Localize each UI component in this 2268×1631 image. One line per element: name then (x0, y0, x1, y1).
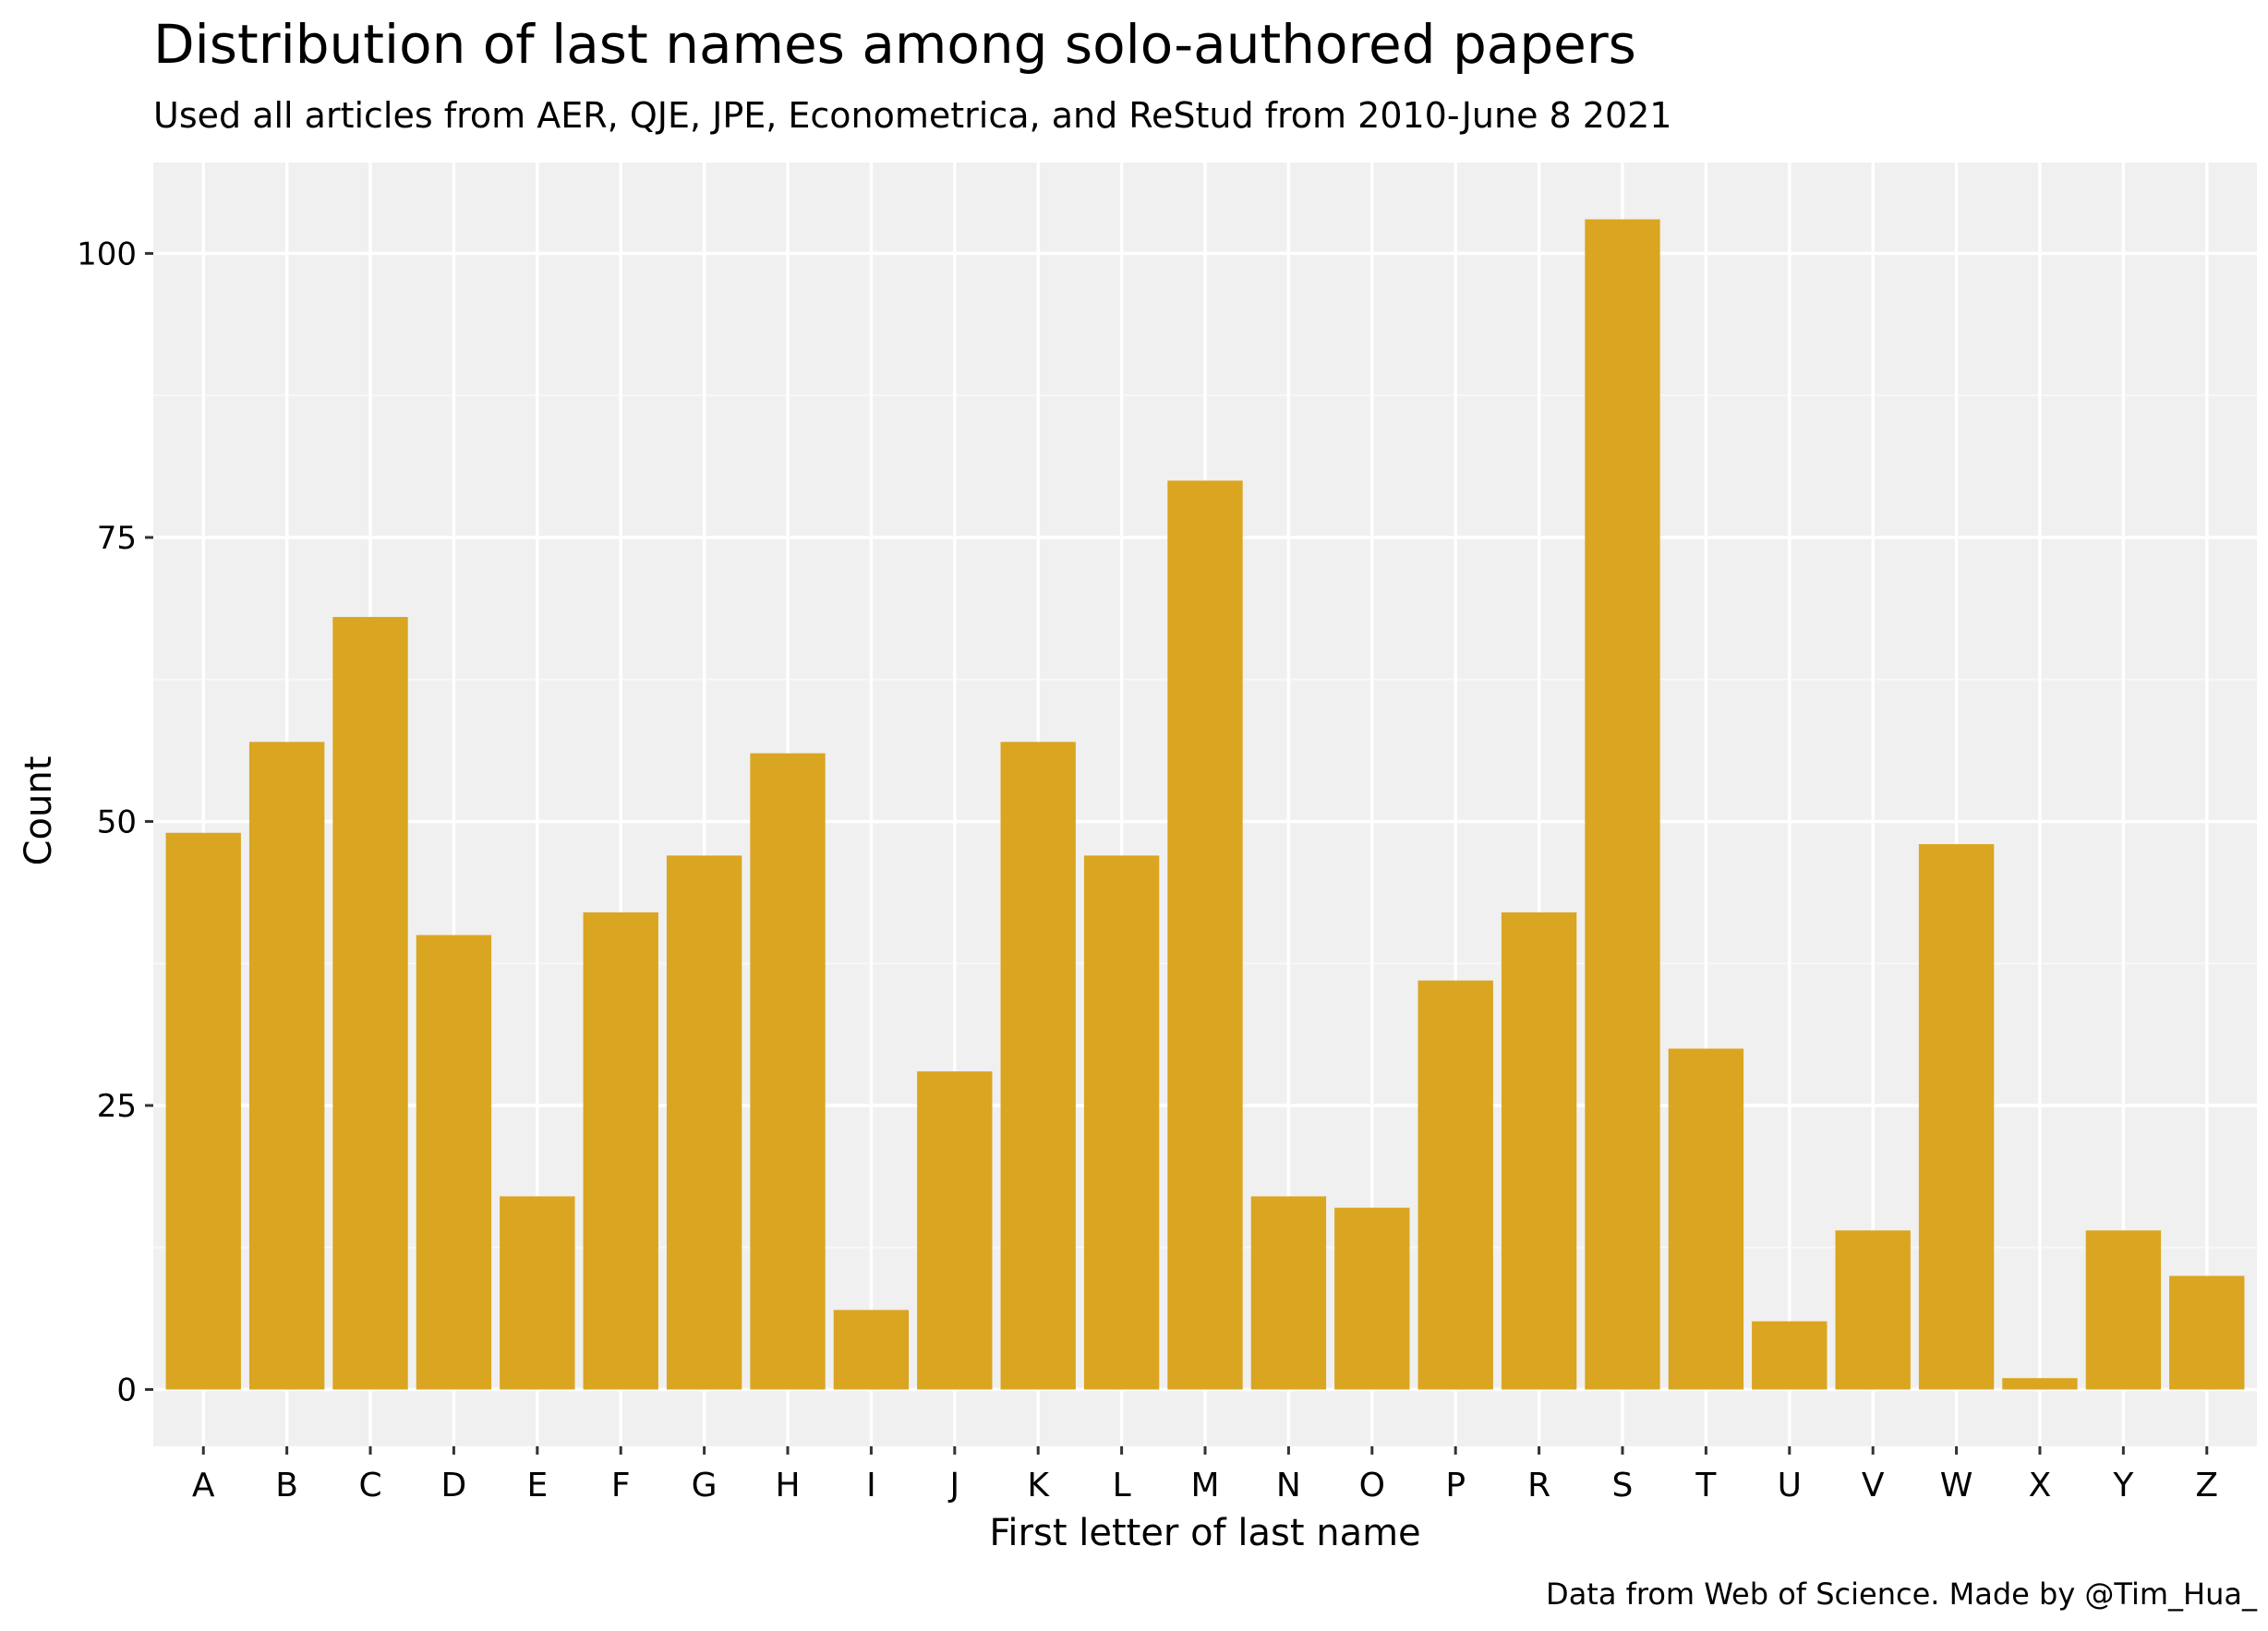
y-tick-label: 75 (97, 520, 137, 557)
bar-i (833, 1310, 910, 1390)
x-tick-label: U (1778, 1467, 1802, 1504)
bar-h (750, 753, 826, 1390)
bar-f (583, 912, 658, 1390)
bar-y (2085, 1230, 2162, 1390)
x-tick-label: L (1113, 1467, 1131, 1504)
x-tick-label: X (2029, 1467, 2052, 1504)
bar-d (416, 935, 492, 1390)
x-tick-label: D (441, 1467, 467, 1504)
bar-j (917, 1071, 993, 1390)
x-tick-label: Y (2112, 1467, 2134, 1504)
chart-subtitle: Used all articles from AER, QJE, JPE, Ec… (153, 95, 1671, 136)
x-tick-label: F (611, 1467, 631, 1504)
x-tick-label: M (1190, 1467, 1219, 1504)
y-tick-label: 100 (77, 236, 137, 272)
bar-l (1083, 855, 1160, 1390)
y-axis: 0 25 50 75 100 (77, 236, 153, 1408)
y-axis-label: Count (18, 756, 60, 866)
bar-c (332, 617, 408, 1390)
x-tick-label: G (692, 1467, 718, 1504)
x-tick-label: W (1940, 1467, 1973, 1504)
bar-e (500, 1196, 575, 1390)
bar-n (1250, 1196, 1327, 1390)
x-tick-label: R (1527, 1467, 1550, 1504)
bar-k (1000, 742, 1076, 1390)
x-tick-label: P (1445, 1467, 1466, 1504)
x-tick-label: Z (2195, 1467, 2218, 1504)
x-tick-label: O (1359, 1467, 1385, 1504)
x-tick-label: I (866, 1467, 876, 1504)
x-tick-label: E (526, 1467, 548, 1504)
bar-m (1167, 480, 1243, 1390)
x-tick-label: H (775, 1467, 800, 1504)
x-tick-label: A (192, 1467, 215, 1504)
bar-x (2002, 1378, 2078, 1390)
bar-z (2169, 1275, 2245, 1390)
x-tick-label: C (358, 1467, 381, 1504)
bar-a (165, 832, 241, 1390)
x-tick-label: S (1612, 1467, 1634, 1504)
bar-p (1418, 980, 1493, 1390)
x-tick-label: K (1027, 1467, 1050, 1504)
bar-r (1501, 912, 1577, 1390)
bar-s (1585, 219, 1660, 1390)
x-tick-label: J (947, 1467, 959, 1504)
bar-w (1918, 844, 1995, 1390)
x-tick-label: V (1862, 1467, 1885, 1504)
bar-g (666, 855, 742, 1390)
bars (165, 219, 2245, 1390)
bar-t (1668, 1048, 1744, 1390)
bar-v (1835, 1230, 1911, 1390)
y-tick-label: 25 (97, 1088, 137, 1125)
x-axis-label: First letter of last name (989, 1512, 1420, 1554)
chart-title: Distribution of last names among solo-au… (153, 13, 1636, 76)
bar-u (1752, 1321, 1828, 1390)
x-tick-label: B (275, 1467, 298, 1504)
chart-caption: Data from Web of Science. Made by @Tim_H… (1546, 1577, 2258, 1612)
bar-o (1334, 1207, 1410, 1390)
x-tick-label: T (1695, 1467, 1717, 1504)
x-tick-label: N (1276, 1467, 1301, 1504)
y-tick-label: 0 (116, 1371, 137, 1408)
bar-b (248, 742, 325, 1390)
y-tick-label: 50 (97, 803, 137, 840)
